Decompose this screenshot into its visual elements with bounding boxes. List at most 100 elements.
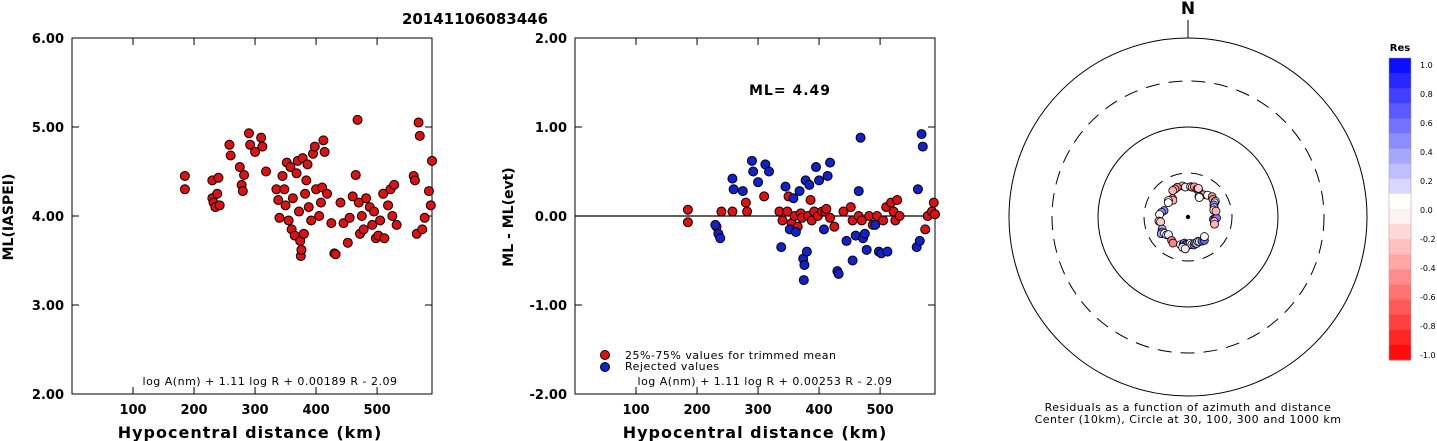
trimmed-point [759, 191, 770, 202]
data-point [224, 139, 235, 150]
data-point [427, 155, 437, 166]
left-x-ticks: 100 200 300 400 500 [119, 38, 391, 418]
left-y-ticks: 6.00 5.00 4.00 3.00 2.00 [32, 32, 432, 403]
data-point [234, 162, 245, 173]
rejected-point [746, 155, 757, 166]
colorbar-cell [1389, 344, 1411, 361]
colorbar-tick-label: 0.0 [1420, 206, 1433, 215]
rejected-point [822, 170, 833, 181]
colorbar-cell [1389, 299, 1411, 316]
x-tick-label: 100 [622, 403, 649, 418]
colorbar-title: Res [1390, 43, 1410, 54]
rejected-point [728, 184, 739, 195]
data-point [350, 170, 361, 181]
y-tick-label: 2.00 [32, 388, 64, 403]
data-point [214, 200, 225, 211]
data-point [419, 212, 430, 223]
colorbar-cell [1389, 209, 1411, 225]
data-point [314, 211, 325, 221]
data-point [283, 215, 294, 226]
trimmed-point [740, 197, 751, 208]
data-point [225, 150, 236, 161]
data-point [212, 188, 223, 199]
trimmed-point [894, 211, 905, 221]
data-point [413, 117, 424, 128]
polar-caption-line1: Residuals as a function of azimuth and d… [1045, 401, 1332, 414]
right-panel: N Residuals as a function of azimuth and… [1008, 0, 1368, 426]
colorbar-cells [1389, 58, 1411, 361]
colorbar-cell [1389, 254, 1411, 270]
data-point [378, 188, 389, 199]
rejected-point [727, 173, 738, 184]
data-point [358, 224, 369, 235]
data-point [257, 141, 268, 152]
colorbar-cell [1389, 148, 1411, 165]
north-label: N [1181, 0, 1195, 19]
solid-circle-100km [1097, 126, 1279, 308]
data-point [375, 215, 386, 226]
data-point [352, 114, 363, 125]
rejected-point [861, 244, 872, 255]
data-point [417, 224, 428, 235]
residual-point [1211, 206, 1221, 216]
rejected-point [715, 233, 726, 244]
y-tick-label: 1.00 [535, 121, 567, 136]
data-point [302, 159, 313, 170]
x-tick-label: 300 [241, 403, 268, 418]
x-tick-label: 400 [302, 403, 329, 418]
middle-points [682, 129, 940, 286]
colorbar-cell [1389, 58, 1411, 74]
x-tick-label: 300 [744, 403, 771, 418]
data-point [367, 219, 378, 230]
data-point [347, 191, 358, 202]
data-point [391, 219, 402, 230]
rejected-point [748, 166, 759, 177]
rejected-point [794, 186, 805, 197]
data-point [285, 162, 296, 173]
colorbar-tick-label: 0.4 [1420, 148, 1433, 157]
data-point [300, 188, 311, 199]
colorbar-cell [1389, 314, 1411, 331]
data-point [361, 193, 372, 204]
colorbar-tick-label: -0.4 [1420, 264, 1436, 273]
trimmed-point [682, 204, 693, 215]
colorbar-tick-label: -1.0 [1420, 351, 1436, 360]
epicenter-dot [1185, 214, 1191, 220]
colorbar-cell [1389, 118, 1411, 134]
middle-x-axis-label: Hypocentral distance (km) [623, 423, 888, 441]
data-point [326, 218, 337, 229]
data-point [319, 146, 330, 157]
data-point [315, 197, 326, 208]
data-point [344, 212, 355, 223]
rejected-point [853, 186, 864, 197]
data-point [306, 215, 317, 226]
data-point [277, 170, 288, 181]
ml-value-label: ML= 4.49 [749, 83, 831, 99]
rejected-point [804, 179, 815, 190]
y-tick-label: 3.00 [32, 299, 64, 314]
rejected-point [847, 255, 858, 266]
data-point [298, 228, 309, 239]
data-point [179, 170, 190, 181]
data-point [243, 128, 254, 139]
trimmed-point [892, 194, 903, 205]
y-tick-label: 0.00 [535, 210, 567, 225]
colorbar-tick-label: -0.6 [1420, 293, 1436, 302]
rejected-point [882, 246, 893, 257]
data-point [383, 200, 394, 211]
data-point [379, 233, 390, 244]
colorbar-cell [1389, 133, 1411, 150]
rejected-point [801, 246, 812, 257]
data-point [303, 202, 314, 213]
residual-point [1200, 232, 1209, 241]
colorbar-cell [1389, 88, 1411, 104]
rejected-point [780, 181, 791, 192]
data-point [273, 194, 284, 205]
trimmed-point [821, 203, 832, 214]
trimmed-point [742, 206, 753, 217]
x-tick-label: 100 [119, 403, 146, 418]
colorbar-cell [1389, 178, 1411, 195]
legend-label-trimmed: 25%-75% values for trimmed mean [625, 349, 837, 362]
rejected-point [811, 162, 822, 173]
data-point [245, 139, 256, 150]
